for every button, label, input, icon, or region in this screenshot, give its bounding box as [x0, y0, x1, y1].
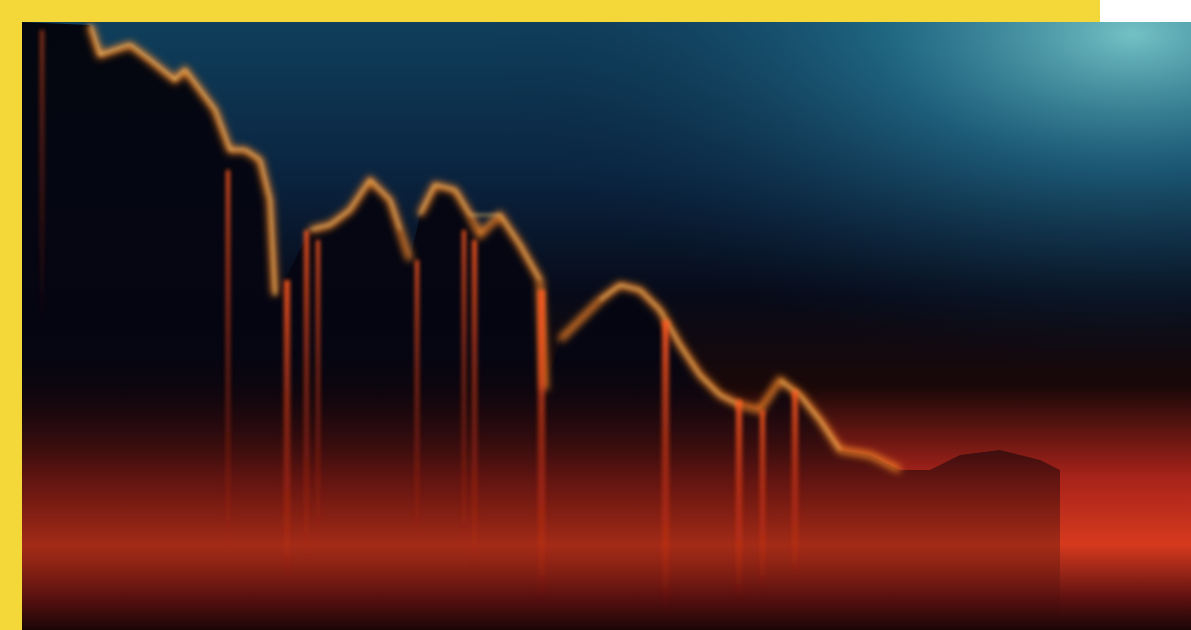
- streak: [226, 170, 230, 550]
- streak: [304, 230, 309, 560]
- streak: [284, 280, 290, 580]
- streak: [415, 260, 419, 540]
- streak: [736, 400, 742, 600]
- streak: [462, 230, 466, 550]
- light-streaks: [40, 30, 798, 610]
- streak: [662, 320, 669, 610]
- streak: [40, 30, 44, 330]
- streak: [538, 290, 545, 600]
- bright-edge: [89, 24, 841, 451]
- streak: [472, 240, 477, 570]
- streak: [792, 390, 798, 580]
- corner-gap: [1100, 0, 1191, 22]
- streak: [760, 410, 765, 590]
- streak: [316, 240, 320, 540]
